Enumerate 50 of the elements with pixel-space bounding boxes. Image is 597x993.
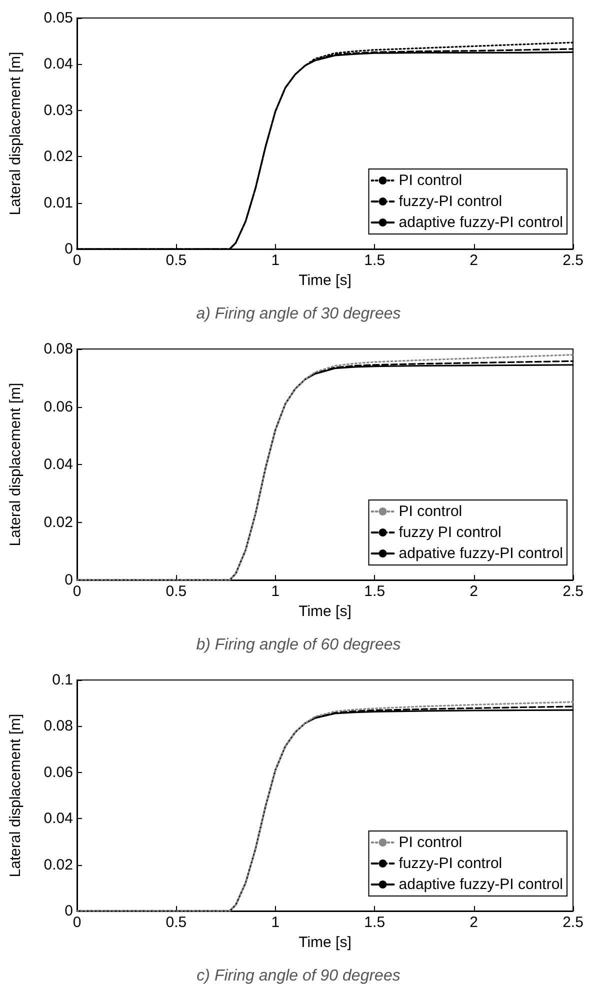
y-tick-label: 0.02 xyxy=(44,514,73,531)
x-axis-title: Time [s] xyxy=(298,272,352,289)
x-tick-label: 2.5 xyxy=(562,252,584,269)
y-axis-title: Lateral displacement [m] xyxy=(7,52,24,216)
x-axis-title: Time [s] xyxy=(298,934,352,951)
y-tick-label: 0.03 xyxy=(44,102,73,119)
text: c) Firing angle of 90 degrees xyxy=(196,968,400,984)
text: a) Firing angle of 30 degrees xyxy=(196,306,401,322)
y-tick-label: 0.04 xyxy=(44,456,73,473)
text: b) Firing angle of 60 degrees xyxy=(196,636,401,654)
legend-label: adaptive fuzzy-PI control xyxy=(398,876,564,893)
y-tick-label: 0 xyxy=(64,902,73,920)
x-tick-label: 2.5 xyxy=(562,583,584,600)
legend-label: adpative fuzzy-PI control xyxy=(398,545,564,562)
y-tick-label: 0.04 xyxy=(44,810,73,828)
y-tick-label: 0.02 xyxy=(44,148,73,166)
x-tick-label: 0.5 xyxy=(166,252,187,269)
legend-label: fuzzy-PI control xyxy=(398,855,502,872)
y-tick-label: 0 xyxy=(64,572,73,588)
x-tick-label: 2 xyxy=(470,252,478,269)
y-tick-label: 0.05 xyxy=(44,10,73,26)
x-tick-label: 1 xyxy=(271,583,280,600)
legend-label: PI control xyxy=(398,503,462,520)
x-tick-label: 1.5 xyxy=(364,914,386,931)
y-axis-title: Lateral displacement [m] xyxy=(7,714,24,878)
y-tick-label: 0.02 xyxy=(44,856,73,874)
x-tick-label: 2 xyxy=(470,914,478,931)
y-tick-label: 0.08 xyxy=(44,718,73,735)
y-axis-title: Lateral displacement [m] xyxy=(7,382,24,546)
y-tick-label: 0 xyxy=(64,240,73,258)
x-tick-label: 1.5 xyxy=(364,252,386,269)
x-tick-label: 1 xyxy=(271,252,280,269)
legend-label: PI control xyxy=(398,834,462,851)
x-tick-label: 2.5 xyxy=(562,914,584,931)
y-tick-label: 0.06 xyxy=(44,398,73,416)
legend-label: fuzzy-PI control xyxy=(398,193,502,210)
x-tick-label: 0.5 xyxy=(166,914,187,931)
y-tick-label: 0.04 xyxy=(44,56,73,73)
x-tick-label: 0.5 xyxy=(166,583,187,600)
x-tick-label: 2 xyxy=(470,583,478,600)
legend-label: fuzzy PI control xyxy=(398,524,502,541)
x-tick-label: 1 xyxy=(271,914,280,931)
legend-label: PI control xyxy=(398,172,462,189)
legend-label: adaptive fuzzy-PI control xyxy=(398,214,564,231)
y-tick-label: 0.01 xyxy=(44,194,73,212)
y-tick-label: 0.08 xyxy=(44,340,73,358)
y-tick-label: 0.06 xyxy=(44,764,73,781)
y-tick-label: 0.1 xyxy=(52,672,73,688)
x-axis-title: Time [s] xyxy=(298,602,352,620)
x-tick-label: 1.5 xyxy=(364,583,386,600)
